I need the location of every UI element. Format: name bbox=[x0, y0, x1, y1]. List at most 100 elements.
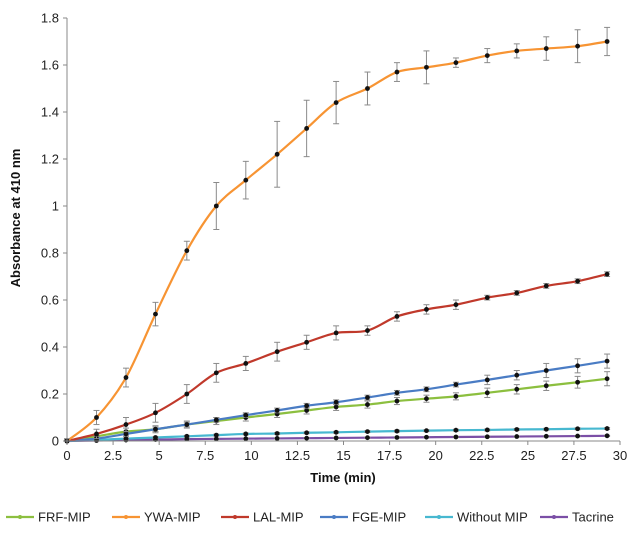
data-point bbox=[514, 48, 520, 54]
data-point bbox=[484, 390, 490, 396]
y-tick-label: 0.2 bbox=[41, 387, 59, 402]
data-point bbox=[123, 375, 129, 380]
x-tick-label: 27.5 bbox=[561, 448, 586, 463]
data-point bbox=[333, 399, 339, 405]
data-point bbox=[424, 428, 429, 434]
data-point bbox=[543, 368, 549, 373]
data-point bbox=[243, 361, 249, 366]
data-point bbox=[604, 433, 610, 439]
data-point bbox=[304, 430, 310, 436]
data-point bbox=[304, 126, 310, 131]
legend-marker bbox=[124, 515, 128, 519]
x-tick-label: 20 bbox=[428, 448, 442, 463]
data-point bbox=[484, 427, 490, 433]
data-point bbox=[153, 410, 158, 416]
legend-label: FGE-MIP bbox=[352, 510, 406, 525]
series-fge-mip bbox=[64, 353, 611, 444]
data-point bbox=[453, 434, 459, 440]
data-point bbox=[514, 434, 520, 439]
data-point bbox=[394, 428, 400, 434]
data-point bbox=[274, 431, 280, 436]
legend-label: Tacrine bbox=[572, 510, 614, 525]
data-point bbox=[365, 328, 370, 333]
x-tick-label: 22.5 bbox=[469, 448, 494, 463]
data-point bbox=[453, 60, 459, 66]
legend-item-frf-mip: FRF-MIP bbox=[6, 510, 91, 525]
data-point bbox=[213, 203, 219, 209]
data-point bbox=[604, 358, 610, 364]
data-point bbox=[333, 100, 339, 105]
data-point bbox=[575, 379, 581, 385]
y-tick-label: 0.8 bbox=[41, 246, 59, 261]
data-point bbox=[484, 53, 490, 58]
data-point bbox=[153, 311, 158, 317]
data-point bbox=[604, 271, 610, 277]
legend-label: FRF-MIP bbox=[38, 510, 91, 525]
data-point bbox=[213, 417, 219, 423]
data-point bbox=[94, 415, 99, 420]
data-point bbox=[424, 396, 429, 402]
x-tick-label: 17.5 bbox=[377, 448, 402, 463]
data-point bbox=[184, 391, 190, 397]
y-tick-label: 0.4 bbox=[41, 340, 59, 355]
legend: FRF-MIP YWA-MIP LAL-MIP FGE-MIP Without MIP T… bbox=[6, 510, 614, 525]
y-tick-label: 1.8 bbox=[41, 11, 59, 26]
x-tick-label: 15 bbox=[336, 448, 350, 463]
data-point bbox=[424, 307, 429, 312]
data-point bbox=[543, 426, 549, 432]
legend-item-tacrine: Tacrine bbox=[540, 510, 614, 525]
legend-label: YWA-MIP bbox=[144, 510, 201, 525]
data-point bbox=[365, 402, 370, 407]
x-tick-label: 10 bbox=[244, 448, 258, 463]
data-point bbox=[184, 248, 190, 254]
x-axis-title: Time (min) bbox=[310, 470, 376, 485]
data-point bbox=[274, 408, 280, 413]
data-point bbox=[514, 290, 520, 296]
data-point bbox=[243, 436, 249, 442]
data-point bbox=[123, 422, 129, 427]
data-point bbox=[514, 386, 520, 392]
series-without-mip bbox=[64, 426, 611, 444]
data-point bbox=[213, 370, 219, 376]
data-point bbox=[424, 386, 429, 392]
data-point bbox=[424, 434, 429, 440]
data-point bbox=[184, 433, 190, 439]
data-point bbox=[394, 435, 400, 440]
data-point bbox=[304, 403, 310, 409]
data-point bbox=[604, 426, 610, 431]
data-point bbox=[304, 408, 310, 413]
data-point bbox=[333, 330, 339, 336]
data-point bbox=[575, 363, 581, 369]
data-point bbox=[604, 39, 610, 44]
x-tick-label: 5 bbox=[156, 448, 163, 463]
legend-item-lal-mip: LAL-MIP bbox=[221, 510, 304, 525]
data-point bbox=[365, 429, 370, 434]
data-point bbox=[575, 426, 581, 432]
data-point bbox=[514, 372, 520, 378]
legend-marker bbox=[437, 515, 441, 519]
data-point bbox=[453, 302, 459, 308]
y-tick-label: 1.2 bbox=[41, 152, 59, 167]
data-point bbox=[484, 377, 490, 383]
data-point bbox=[543, 46, 549, 51]
data-point bbox=[304, 435, 310, 441]
data-point bbox=[333, 435, 339, 441]
x-tick-label: 30 bbox=[613, 448, 627, 463]
plot-area bbox=[64, 26, 611, 444]
data-point bbox=[453, 393, 459, 399]
legend-marker bbox=[332, 515, 336, 519]
data-point bbox=[123, 436, 129, 442]
data-point bbox=[424, 64, 429, 70]
data-point bbox=[484, 295, 490, 301]
data-point bbox=[365, 86, 370, 91]
legend-marker bbox=[18, 515, 22, 519]
data-point bbox=[243, 431, 249, 437]
legend-label: LAL-MIP bbox=[253, 510, 304, 525]
series-ywa-mip bbox=[64, 26, 611, 444]
axes: 0 2.5 5 7.5 10 12.5 15 17.5 20 22.5 25 27.5 30 0 0.2 0.… bbox=[41, 11, 627, 464]
data-point bbox=[453, 427, 459, 433]
data-point bbox=[575, 43, 581, 49]
data-point bbox=[304, 339, 310, 345]
y-tick-label: 0.6 bbox=[41, 293, 59, 308]
data-point bbox=[543, 433, 549, 439]
